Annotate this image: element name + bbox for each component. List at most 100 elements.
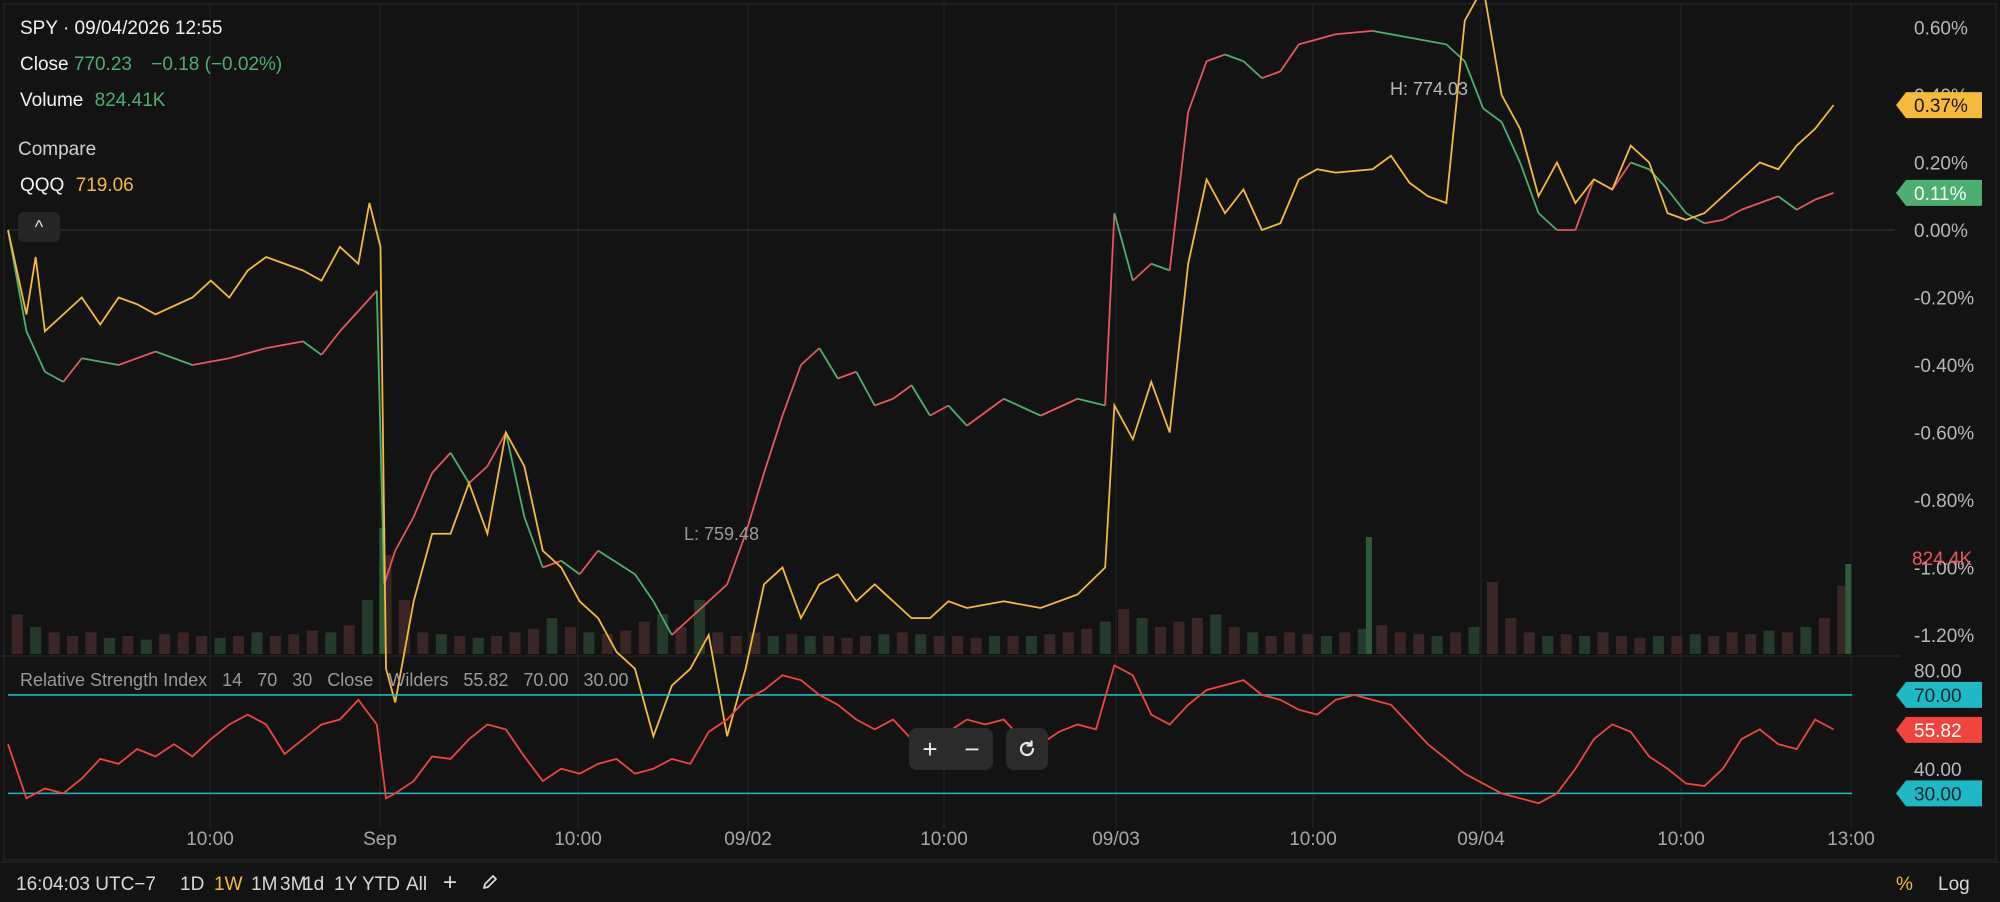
spy-line-segment — [1777, 195, 1798, 211]
spy-line-segment — [1409, 36, 1447, 46]
rsi-last-badge-text: 55.82 — [1914, 721, 1962, 742]
spy-line-segment — [1077, 397, 1106, 407]
volume-bar — [767, 636, 779, 654]
close-value: 770.23 — [73, 54, 132, 75]
zoom-out-button[interactable]: − — [964, 733, 980, 764]
volume-bar — [1302, 634, 1314, 654]
spy-line-segment — [431, 452, 452, 474]
range-1y[interactable]: 1Y — [334, 874, 358, 895]
volume-bar — [1726, 632, 1738, 654]
volume-bar — [970, 637, 982, 654]
volume-bar — [878, 634, 890, 654]
spy-line-segment — [892, 384, 913, 400]
volume-bar — [251, 632, 263, 654]
volume-bar — [1394, 632, 1406, 654]
range-ytd[interactable]: YTD — [362, 874, 400, 895]
spy-line-segment — [947, 404, 968, 427]
volume-bar — [1615, 636, 1628, 654]
volume-bar — [1265, 636, 1277, 654]
close-label: Close — [20, 54, 69, 75]
volume-bar — [1597, 632, 1609, 654]
spy-line-segment — [375, 290, 386, 585]
volume-bar — [823, 636, 835, 654]
rsi-lower-badge-text: 30.00 — [1914, 784, 1962, 805]
spy-line-segment — [910, 384, 931, 417]
compare-row[interactable]: QQQ 719.06 — [20, 175, 134, 197]
spy-line-segment — [229, 347, 267, 360]
spy-line-segment — [81, 357, 119, 366]
volume-bar — [306, 630, 318, 654]
volume-bar — [509, 632, 521, 654]
volume-bar — [1523, 632, 1535, 654]
x-tick-label: 09/02 — [724, 829, 772, 850]
draw-tool-button[interactable] — [480, 872, 500, 898]
volume-bar — [1007, 636, 1019, 654]
range-1m[interactable]: 1M — [251, 874, 278, 895]
volume-bar — [1191, 618, 1203, 654]
spy-line-segment — [1741, 202, 1761, 211]
volume-last-label: 824.4K — [1912, 549, 1973, 570]
range-3m[interactable]: 3M — [280, 874, 307, 895]
percent-scale-toggle[interactable]: % — [1896, 874, 1913, 895]
volume-bar — [1800, 627, 1812, 654]
volume-bar — [528, 628, 540, 654]
volume-bar — [140, 639, 152, 654]
x-tick-label: 13:00 — [1827, 829, 1875, 850]
volume-bar — [1431, 636, 1443, 654]
spy-line-segment — [1759, 195, 1779, 204]
reset-zoom-button[interactable] — [1006, 728, 1048, 770]
x-tick-label: 10:00 — [1289, 829, 1337, 850]
volume-bar — [933, 636, 945, 654]
volume-bar — [1210, 614, 1222, 654]
y-tick-label: -1.00% — [1914, 559, 1974, 580]
y-tick-label: -0.20% — [1914, 289, 1974, 310]
volume-bar — [1365, 537, 1372, 654]
spy-line-segment — [855, 371, 876, 406]
range-1d[interactable]: 1D — [180, 874, 205, 895]
rsi-y-tick: 40.00 — [1914, 760, 1962, 781]
volume-bar — [583, 632, 595, 654]
volume-bar — [1376, 625, 1388, 654]
volume-bar — [1099, 621, 1111, 654]
log-scale-toggle[interactable]: Log — [1938, 874, 1970, 895]
volume-label: Volume — [20, 90, 84, 111]
spy-line-segment — [1113, 212, 1134, 281]
spy-line-segment — [1187, 60, 1208, 113]
zoom-in-button[interactable]: + — [922, 733, 938, 764]
range-1w[interactable]: 1W — [214, 874, 243, 895]
range-all[interactable]: All — [406, 874, 428, 895]
spy-line-segment — [874, 397, 894, 407]
spy-line-segment — [1132, 263, 1152, 282]
rsi-value: 55.82 — [463, 670, 509, 690]
volume-bar — [232, 636, 245, 654]
volume-bar — [564, 627, 576, 654]
range-1d-interval[interactable]: 1d — [303, 874, 325, 895]
x-tick-label: 10:00 — [1657, 829, 1705, 850]
volume-bar — [1745, 634, 1757, 654]
volume-bar — [472, 637, 484, 654]
volume-bar — [288, 634, 300, 654]
volume-bar — [1154, 627, 1167, 654]
compare-label[interactable]: Compare — [18, 139, 97, 160]
volume-bar — [48, 632, 60, 654]
spy-line-segment — [818, 347, 839, 379]
pencil-icon — [483, 875, 497, 889]
spy-line-segment — [1814, 192, 1834, 201]
y-tick-label: 0.00% — [1914, 221, 1968, 242]
volume-row: Volume 824.41K — [20, 90, 165, 112]
spy-line-segment — [781, 364, 802, 416]
spy-line-segment — [1482, 107, 1503, 123]
volume-bar — [1247, 632, 1259, 654]
spy-line-segment — [1611, 161, 1632, 191]
collapse-legend-button[interactable]: ^ — [18, 212, 60, 242]
volume-bar — [362, 600, 374, 654]
spy-line-segment — [837, 370, 857, 380]
volume-bar — [638, 621, 650, 654]
add-indicator-button[interactable]: + — [443, 869, 458, 896]
volume-bar — [325, 632, 337, 654]
volume-bar — [546, 618, 558, 654]
rsi-param: 14 — [222, 670, 243, 690]
rsi-value: 30.00 — [583, 670, 629, 690]
volume-bar — [1579, 636, 1591, 654]
